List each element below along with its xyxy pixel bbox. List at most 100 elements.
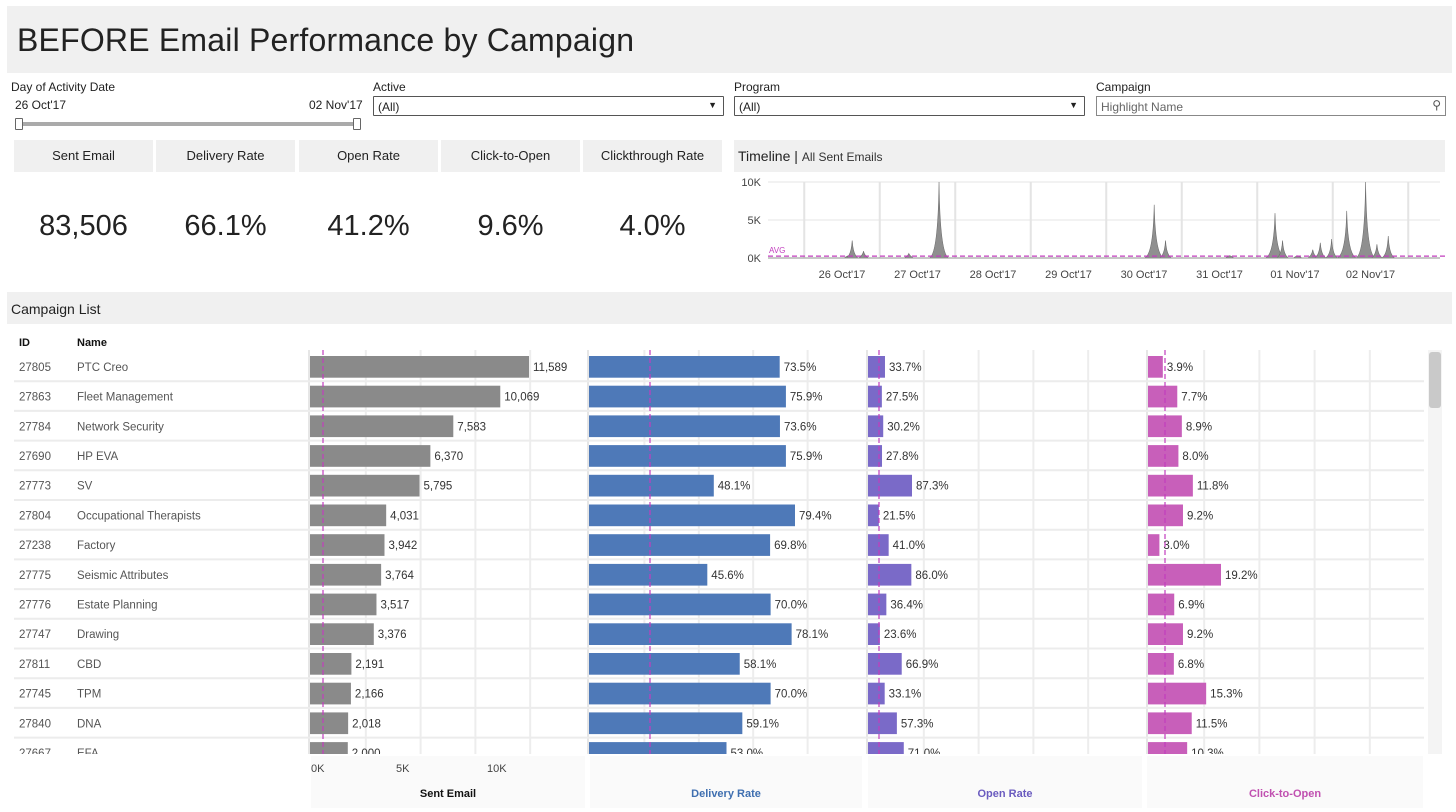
row-id: 27745	[19, 689, 51, 701]
footer-delivery-rate: Delivery Rate	[691, 788, 761, 800]
row-id: 27776	[19, 599, 51, 611]
bar-label-sent: 10,069	[504, 392, 539, 404]
axis-tick-5k: 5K	[396, 763, 410, 775]
bar-label-cto: 9.2%	[1187, 510, 1213, 522]
bar-label-open: 86.0%	[915, 570, 948, 582]
timeline-x-tick: 27 Oct'17	[894, 269, 941, 281]
bar-sent	[310, 474, 420, 497]
timeline-x-tick: 01 Nov'17	[1270, 269, 1319, 281]
date-filter-label: Day of Activity Date	[11, 80, 116, 94]
col-header-name: Name	[77, 337, 107, 349]
row-name: PTC Creo	[77, 362, 128, 374]
bar-delivery	[589, 385, 786, 408]
row-id: 27863	[19, 392, 51, 404]
bar-delivery	[589, 415, 780, 438]
bar-open	[868, 653, 902, 675]
footer-panel-open	[868, 756, 1142, 808]
bar-open	[868, 534, 889, 556]
bar-label-open: 21.5%	[883, 510, 916, 522]
date-start: 26 Oct'17	[15, 98, 66, 112]
bar-sent	[310, 623, 374, 645]
date-slider-end-handle[interactable]	[353, 118, 361, 130]
bar-sent	[310, 712, 349, 735]
row-name: Seismic Attributes	[77, 570, 169, 582]
bar-open	[868, 385, 882, 408]
page-title: BEFORE Email Performance by Campaign	[17, 22, 635, 58]
bar-label-cto: 6.8%	[1178, 659, 1204, 671]
row-name: HP EVA	[77, 451, 118, 463]
bar-label-open: 23.6%	[884, 629, 917, 641]
row-name: Drawing	[77, 629, 119, 641]
bar-cto	[1148, 504, 1183, 527]
bar-label-sent: 3,376	[378, 629, 407, 641]
bar-label-sent: 4,031	[390, 510, 419, 522]
bar-label-open: 30.2%	[887, 421, 920, 433]
active-select[interactable]: (All) ▼	[373, 96, 724, 116]
bar-sent	[310, 593, 377, 616]
row-name: Estate Planning	[77, 599, 158, 611]
row-id: 27773	[19, 481, 51, 493]
bar-sent	[310, 385, 501, 408]
bar-label-delivery: 75.9%	[790, 392, 823, 404]
bar-label-cto: 8.9%	[1186, 421, 1212, 433]
kpi-cto-label: Click-to-Open	[441, 140, 580, 172]
timeline-avg-label: AVG	[769, 246, 785, 255]
timeline-peak	[928, 181, 950, 259]
kpi-open-label: Open Rate	[299, 140, 438, 172]
bar-label-cto: 10.3%	[1191, 748, 1224, 754]
dropdown-arrow-icon: ▼	[1069, 100, 1078, 110]
bar-label-sent: 2,191	[355, 659, 384, 671]
bar-label-cto: 8.0%	[1182, 451, 1208, 463]
row-id: 27784	[19, 421, 52, 433]
bar-label-open: 33.7%	[889, 362, 922, 374]
bar-open	[868, 623, 880, 645]
bar-sent	[310, 534, 385, 556]
bar-open	[868, 712, 897, 735]
bar-delivery	[589, 356, 780, 378]
bar-open	[868, 563, 912, 586]
bar-label-delivery: 69.8%	[774, 540, 807, 552]
kpi-delivery-value: 66.1%	[184, 210, 267, 242]
campaign-bar-table[interactable]: 27805 PTC Creo 11,589 73.5% 33.7% 3.9% 27863 Fl…	[0, 350, 1456, 754]
scrollbar-thumb[interactable]	[1429, 352, 1441, 408]
timeline-peak	[1276, 240, 1289, 259]
campaign-search-input[interactable]: Highlight Name ⚲	[1096, 96, 1446, 116]
bar-sent	[310, 742, 348, 754]
row-id: 27747	[19, 629, 51, 641]
bar-label-cto: 3.9%	[1167, 362, 1193, 374]
row-name: Fleet Management	[77, 392, 174, 404]
bar-label-delivery: 58.1%	[744, 659, 777, 671]
row-id: 27238	[19, 540, 51, 552]
bar-open	[868, 682, 885, 705]
program-select[interactable]: (All) ▼	[734, 96, 1085, 116]
date-slider-track[interactable]	[19, 122, 357, 126]
row-id: 27805	[19, 362, 51, 374]
bar-label-delivery: 73.6%	[784, 421, 817, 433]
bar-label-delivery: 78.1%	[796, 629, 829, 641]
date-slider-start-handle[interactable]	[15, 118, 23, 130]
bar-label-open: 33.1%	[889, 689, 922, 701]
bar-label-cto: 11.8%	[1197, 481, 1229, 493]
footer-sent-email: Sent Email	[419, 788, 477, 800]
bar-sent	[310, 504, 387, 527]
active-select-value: (All)	[378, 100, 400, 114]
bar-label-delivery: 75.9%	[790, 451, 823, 463]
bar-cto	[1148, 356, 1163, 378]
bar-label-sent: 2,018	[352, 718, 381, 730]
timeline-chart[interactable]: 10K 5K 0K AVG 26 Oct'17 27 Oct'17 28 Oct'17 29 …	[734, 174, 1446, 286]
bar-label-open: 36.4%	[890, 599, 923, 611]
bar-label-sent: 3,942	[388, 540, 417, 552]
bar-label-sent: 2,166	[355, 689, 384, 701]
bar-delivery	[589, 504, 795, 527]
row-id: 27840	[19, 718, 51, 730]
footer-click-to-open: Click-to-Open	[1248, 788, 1322, 800]
timeline-peak	[1355, 181, 1376, 259]
row-id: 27811	[19, 659, 50, 671]
timeline-y-tick: 0K	[748, 253, 762, 265]
row-id: 27690	[19, 451, 51, 463]
bar-label-cto: 19.2%	[1225, 570, 1258, 582]
active-filter-label: Active	[373, 80, 406, 94]
search-icon: ⚲	[1432, 98, 1441, 112]
timeline-header: Timeline | All Sent Emails	[734, 140, 1445, 172]
scrollbar-track[interactable]	[1428, 350, 1442, 754]
